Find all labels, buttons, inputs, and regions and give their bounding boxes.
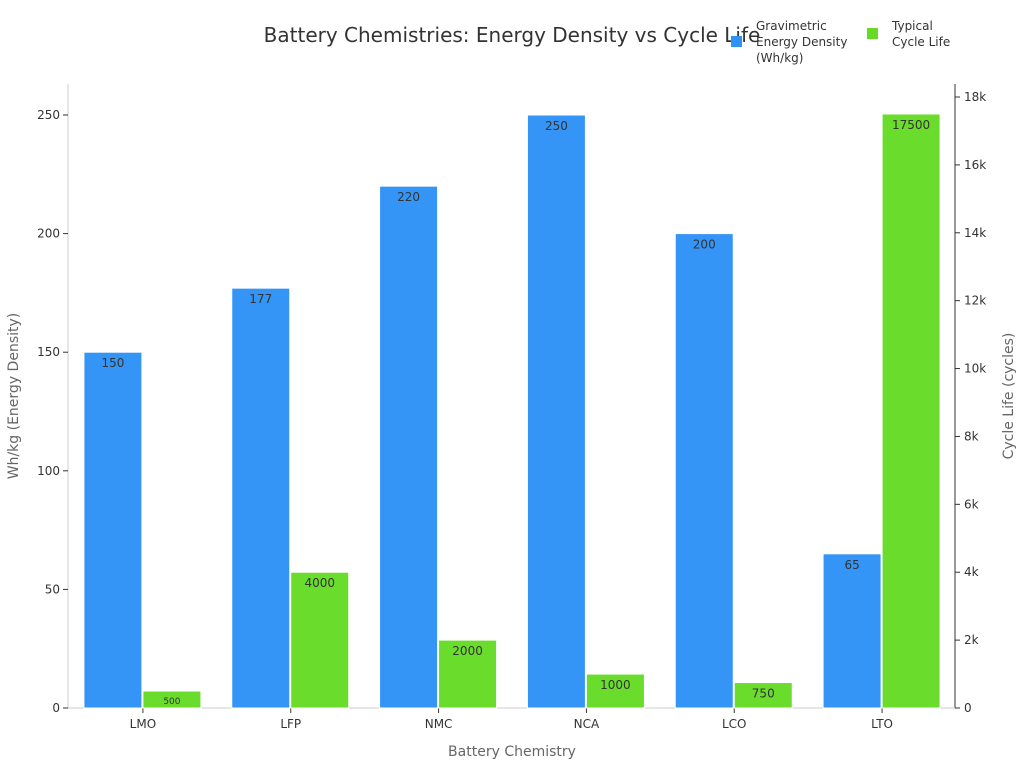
bar-energy-density-lto (822, 553, 882, 709)
data-label: 750 (752, 687, 775, 701)
bar-cycle-life-nmc (438, 639, 498, 709)
y-tick-label: 150 (37, 345, 60, 359)
legend-swatch-cycle-life (867, 28, 878, 39)
legend-swatch-energy-density (731, 36, 742, 47)
y2-tick-label: 18k (964, 90, 986, 104)
y-tick-label: 250 (37, 108, 60, 122)
x-tick-label: NCA (574, 717, 600, 731)
bar-energy-density-nmc (379, 185, 439, 709)
bar-energy-density-lmo (83, 351, 143, 709)
bar-cycle-life-lfp (290, 571, 350, 709)
y-tick-label: 200 (37, 227, 60, 241)
x-tick-label: LTO (871, 717, 893, 731)
y2-tick-label: 16k (964, 158, 986, 172)
data-label: 2000 (452, 644, 483, 658)
x-tick-label: NMC (425, 717, 453, 731)
data-label: 177 (249, 292, 272, 306)
data-label: 200 (693, 238, 716, 252)
bar-cycle-life-lco (733, 682, 793, 709)
bar-cycle-life-lmo (142, 690, 202, 709)
x-axis-label: Battery Chemistry (448, 744, 576, 760)
data-label: 500 (163, 697, 180, 707)
y2-axis-label: Cycle Life (cycles) (1001, 333, 1017, 460)
y2-tick-label: 2k (964, 633, 979, 647)
data-label: 65 (844, 558, 859, 572)
data-label: 150 (101, 356, 124, 370)
data-label: 17500 (892, 118, 930, 132)
y-tick-label: 100 (37, 464, 60, 478)
y-tick-label: 50 (45, 582, 60, 596)
data-label: 4000 (304, 576, 335, 590)
y-axis-label: Wh/kg (Energy Density) (6, 313, 22, 480)
legend-label: (Wh/kg) (756, 51, 803, 65)
y2-tick-label: 8k (964, 429, 979, 443)
y2-tick-label: 12k (964, 294, 986, 308)
x-tick-label: LCO (722, 717, 747, 731)
legend-label: Energy Density (756, 35, 847, 49)
legend-label: Typical (891, 19, 933, 33)
data-label: 1000 (600, 678, 631, 692)
y2-tick-label: 10k (964, 362, 986, 376)
bar-energy-density-lco (674, 233, 734, 709)
x-tick-label: LFP (280, 717, 301, 731)
bar-energy-density-lfp (231, 287, 291, 709)
legend-label: Gravimetric (756, 19, 827, 33)
data-label: 220 (397, 190, 420, 204)
bar-cycle-life-nca (585, 673, 645, 709)
y2-tick-label: 14k (964, 226, 986, 240)
data-label: 250 (545, 119, 568, 133)
bar-energy-density-nca (526, 114, 586, 709)
x-tick-label: LMO (130, 717, 156, 731)
y-tick-label: 0 (52, 701, 60, 715)
bar-cycle-life-lto (881, 113, 941, 709)
chart-title: Battery Chemistries: Energy Density vs C… (264, 23, 761, 47)
legend-label: Cycle Life (892, 35, 950, 49)
y2-tick-label: 4k (964, 565, 979, 579)
y2-tick-label: 6k (964, 497, 979, 511)
y2-tick-label: 0 (964, 701, 972, 715)
